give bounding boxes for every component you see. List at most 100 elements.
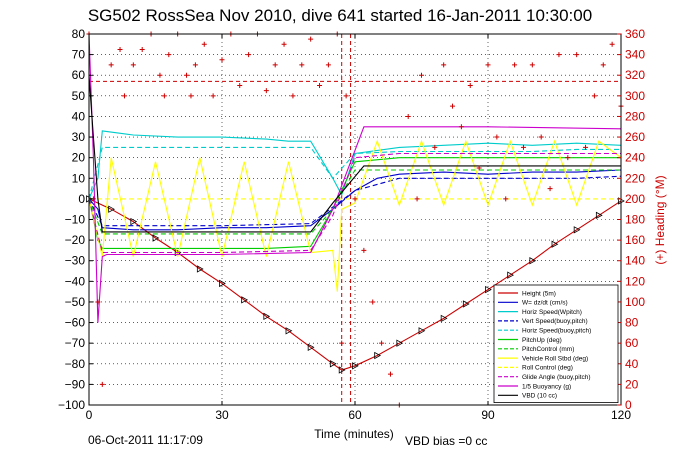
y-right-tick-label: 300: [625, 89, 645, 103]
heading-point: [290, 93, 296, 99]
y-tick-label: −10: [65, 213, 86, 227]
series-line: [88, 152, 621, 254]
height-marker: [396, 339, 404, 347]
heading-point: [188, 93, 194, 99]
legend-entry: PitchControl (mm): [522, 346, 574, 353]
heading-point: [574, 52, 580, 58]
heading-point: [219, 57, 225, 63]
heading-point: [317, 83, 323, 89]
x-tick-label: 30: [215, 408, 229, 422]
y-right-tick-label: 80: [625, 316, 639, 330]
height-marker: [307, 343, 315, 351]
heading-point: [108, 62, 114, 68]
heading-point: [343, 93, 349, 99]
heading-point: [370, 299, 376, 305]
heading-point: [308, 36, 314, 42]
y-tick-label: −60: [65, 316, 86, 330]
y-tick-label: 30: [72, 130, 86, 144]
legend-entry: Horiz Speed(buoy,pitch): [522, 328, 591, 335]
heading-point: [246, 52, 252, 58]
legend: Height (5m) W= dz/dt (cm/s) Horiz Speed(Wp…: [493, 284, 619, 403]
y-tick-label: −70: [65, 336, 86, 350]
heading-point: [139, 46, 145, 52]
heading-point: [503, 196, 509, 202]
heading-point: [263, 88, 269, 94]
heading-point: [157, 72, 163, 78]
y-tick-label: −30: [65, 254, 86, 268]
series-7: [88, 139, 622, 292]
height-marker: [219, 279, 226, 288]
y-tick-label: 40: [72, 109, 86, 123]
y-axis-left: −100−90−80−70−60−50−40−30−20−10010203040…: [58, 27, 93, 412]
series-line: [88, 198, 622, 371]
height-marker: [595, 211, 603, 220]
heading-point: [565, 155, 571, 161]
x-tick-label: 120: [611, 408, 631, 422]
y-tick-label: −90: [65, 377, 86, 391]
legend-entry: Roll Control (deg): [522, 365, 573, 372]
height-marker: [374, 351, 382, 360]
y-tick-label: −20: [65, 233, 86, 247]
y-right-tick-label: 60: [625, 336, 639, 350]
heading-point: [494, 134, 500, 140]
heading-point: [414, 196, 420, 202]
heading-point: [130, 62, 136, 68]
y-right-tick-label: 120: [625, 274, 645, 288]
heading-point: [547, 186, 553, 192]
x-tick-label: 60: [348, 408, 362, 422]
heading-point: [352, 196, 358, 202]
series-line: [88, 75, 621, 233]
legend-entry: Vehicle Roll Stbd (deg): [522, 355, 588, 362]
heading-point: [99, 381, 105, 387]
heading-point: [387, 371, 393, 377]
x-axis: 0 30 60 90 120: [86, 34, 631, 422]
y-right-tick-label: 160: [625, 233, 645, 247]
height-marker: [285, 327, 293, 335]
y-right-tick-label: 0: [625, 398, 632, 412]
heading-point: [405, 113, 411, 119]
y-right-tick-label: 100: [625, 295, 645, 309]
heading-point: [161, 93, 167, 99]
height-marker: [152, 234, 160, 242]
heading-point: [556, 52, 562, 58]
series-group: [86, 31, 625, 408]
y-tick-label: 80: [72, 27, 86, 41]
series-line: [88, 157, 621, 249]
legend-box: [493, 284, 619, 403]
heading-point: [458, 124, 464, 130]
heading-point: [512, 62, 518, 68]
series-5: [88, 157, 621, 249]
series-line: [88, 33, 622, 323]
y-right-tick-label: 140: [625, 254, 645, 268]
height-marker: [440, 314, 448, 323]
heading-point: [272, 62, 278, 68]
series-line: [88, 175, 622, 227]
height-marker: [241, 296, 249, 304]
height-marker: [196, 265, 204, 273]
heading-point: [379, 340, 385, 346]
legend-entry: Vert Speed(buoy,pitch): [522, 318, 588, 325]
heading-point: [450, 103, 456, 109]
heading-point: [485, 62, 491, 68]
height-marker: [108, 205, 116, 213]
heading-point: [339, 340, 345, 346]
y-axis-right: 0 20 40 60 80 100 120 140 160 180 200 220 240 260 280 3…: [617, 27, 645, 412]
heading-point: [600, 62, 606, 68]
y-tick-label: −40: [65, 274, 86, 288]
series-line: [88, 146, 621, 200]
heading-point: [201, 41, 207, 47]
legend-entry: 1/5 Buoyancy (g): [522, 383, 571, 390]
y-tick-label: 20: [72, 151, 86, 165]
x-axis-label: Time (minutes): [314, 427, 394, 441]
y-right-tick-label: 20: [625, 377, 639, 391]
heading-point: [529, 62, 535, 68]
heading-point: [210, 93, 216, 99]
legend-entry: PitchUp (deg): [522, 337, 562, 344]
series-line: [88, 169, 621, 235]
y-tick-label: −100: [58, 398, 85, 412]
y-right-tick-label: 260: [625, 130, 645, 144]
heading-point: [441, 62, 447, 68]
heading-point: [467, 83, 473, 89]
height-marker: [338, 366, 346, 374]
